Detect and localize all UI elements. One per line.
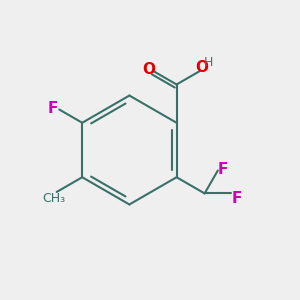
Text: F: F bbox=[48, 101, 58, 116]
Text: F: F bbox=[231, 190, 242, 206]
Text: H: H bbox=[204, 56, 214, 70]
Text: O: O bbox=[195, 60, 208, 75]
Text: CH₃: CH₃ bbox=[42, 192, 65, 205]
Text: F: F bbox=[218, 161, 228, 176]
Text: O: O bbox=[142, 62, 155, 77]
